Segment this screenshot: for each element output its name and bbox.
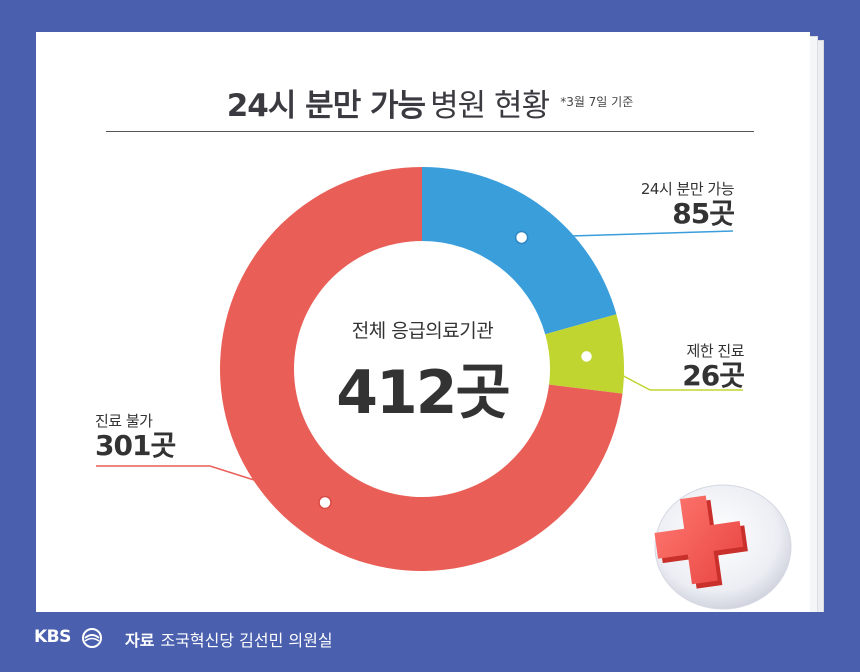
leader-dot-available	[514, 230, 529, 245]
leader-lines	[96, 230, 743, 510]
leader-dot-unavailable	[318, 495, 332, 510]
center-total-value: 412곳	[336, 358, 510, 428]
donut-slice-unavailable	[219, 167, 623, 571]
donut-slices	[219, 167, 624, 571]
title-regular: 병원 현황	[430, 88, 550, 124]
kbs-logo-icon	[82, 628, 102, 648]
slice-label-limited: 제한 진료 26곳	[634, 340, 745, 392]
donut-slice-available	[422, 167, 617, 335]
leader-line-limited	[586, 355, 743, 391]
footer-bar	[0, 612, 860, 672]
center-label: 전체 응급의료기관	[351, 320, 494, 342]
red-cross-icon	[654, 484, 792, 610]
leader-dot-limited	[579, 349, 594, 364]
title-bold: 24시 분만 가능	[226, 88, 426, 124]
slice-value-limited: 26곳	[682, 359, 745, 392]
source-credit: 자료 조국혁신당 김선민 의원실	[125, 627, 333, 651]
slice-value-available: 85곳	[672, 197, 735, 230]
slice-name-limited: 제한 진료	[686, 342, 745, 360]
slice-label-available: 24시 분만 가능 85곳	[604, 178, 735, 230]
slice-label-unavailable: 진료 불가 301곳	[95, 410, 176, 462]
chart-title: 24시 분만 가능 병원 현황 *3월 7일 기준	[0, 80, 860, 125]
title-divider	[106, 131, 754, 132]
source-label: 자료	[125, 631, 155, 650]
slice-name-available: 24시 분만 가능	[640, 180, 735, 198]
title-date-note: *3월 7일 기준	[560, 95, 634, 109]
kbs-brand: KBS	[34, 627, 71, 647]
slice-name-unavailable: 진료 불가	[95, 412, 153, 430]
slice-value-unavailable: 301곳	[95, 429, 176, 462]
leader-line-unavailable	[96, 465, 326, 504]
source-text: 조국혁신당 김선민 의원실	[160, 631, 333, 650]
leader-line-available	[521, 230, 734, 239]
